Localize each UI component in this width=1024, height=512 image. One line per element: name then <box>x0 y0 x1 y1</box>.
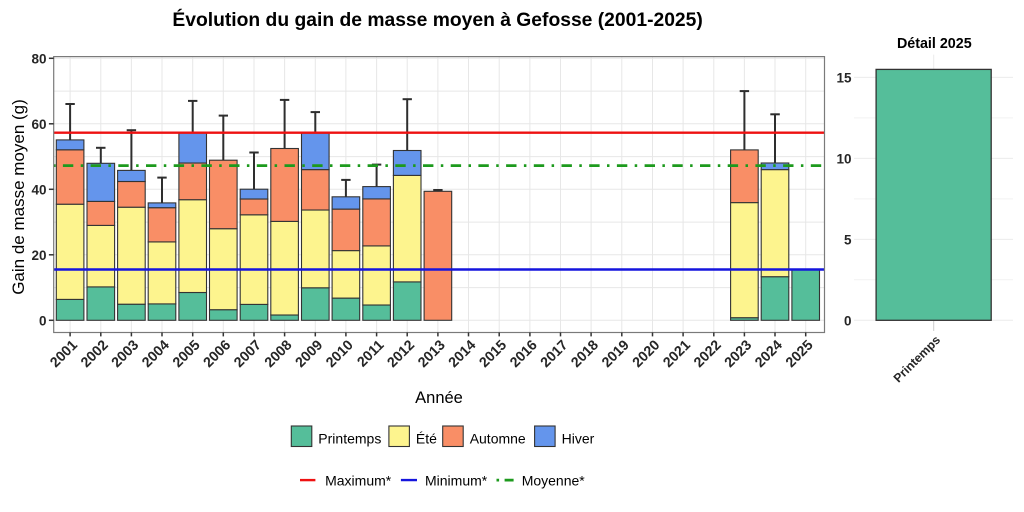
svg-text:Année: Année <box>415 389 463 407</box>
svg-text:Été: Été <box>416 430 437 446</box>
svg-text:Hiver: Hiver <box>562 430 595 446</box>
svg-text:60: 60 <box>31 117 46 132</box>
svg-text:20: 20 <box>31 248 46 263</box>
svg-text:Maximum*: Maximum* <box>325 473 392 489</box>
svg-text:Moyenne*: Moyenne* <box>522 473 586 489</box>
svg-text:Minimum*: Minimum* <box>425 473 488 489</box>
svg-text:Gain de masse moyen (g): Gain de masse moyen (g) <box>9 99 28 295</box>
svg-text:Détail 2025: Détail 2025 <box>897 36 972 52</box>
svg-text:80: 80 <box>31 51 46 66</box>
svg-text:Évolution du gain de masse moy: Évolution du gain de masse moyen à Gefos… <box>172 8 702 31</box>
svg-text:Automne: Automne <box>470 430 526 446</box>
svg-text:5: 5 <box>844 232 852 247</box>
svg-text:40: 40 <box>31 182 46 197</box>
svg-text:Printemps: Printemps <box>318 430 381 446</box>
svg-text:0: 0 <box>39 313 47 328</box>
svg-text:10: 10 <box>836 151 851 166</box>
svg-text:15: 15 <box>836 70 852 85</box>
svg-text:0: 0 <box>844 313 852 328</box>
